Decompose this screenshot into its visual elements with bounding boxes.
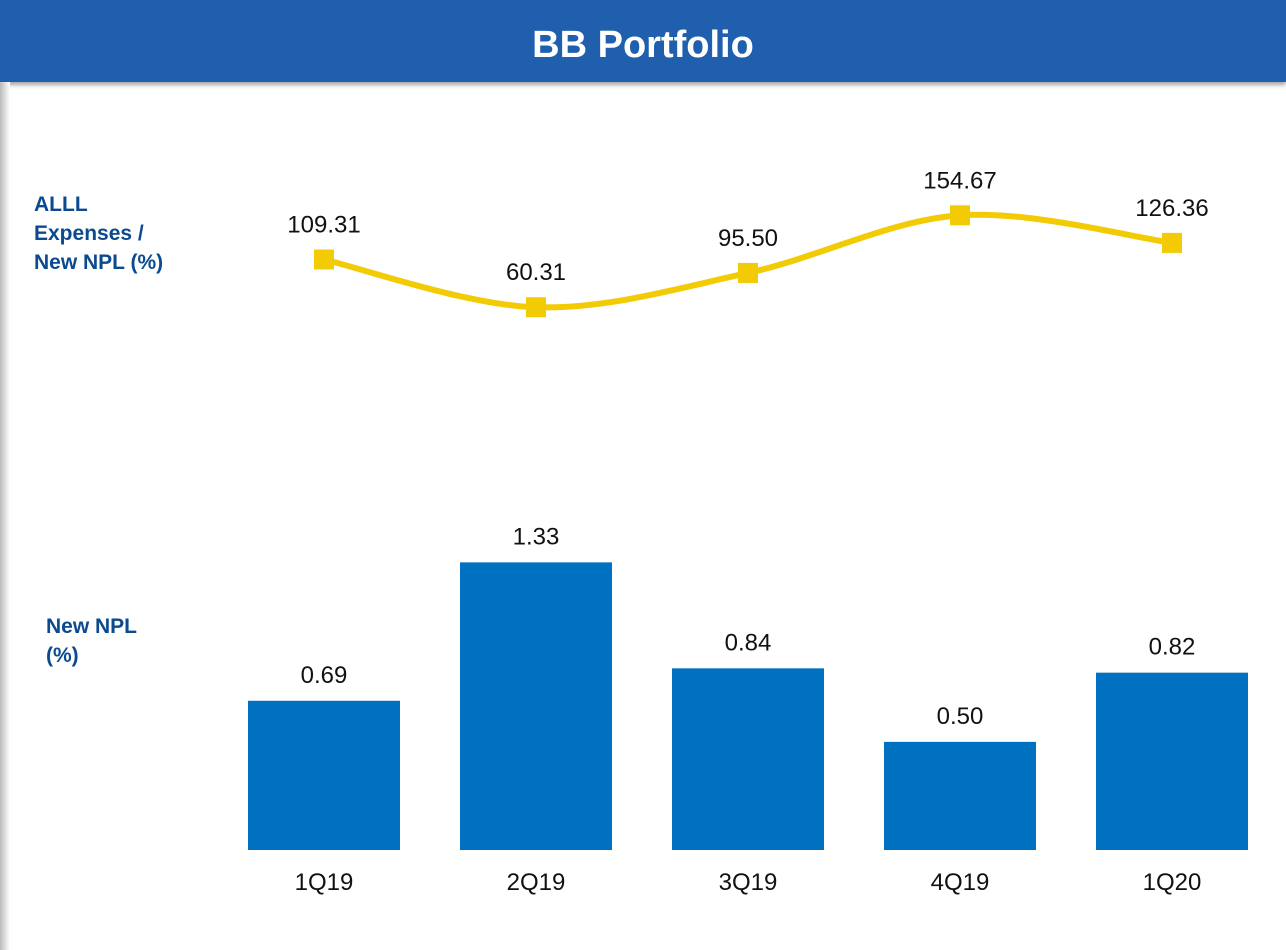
edge-shadow [0,82,10,950]
bar [1096,672,1248,850]
value-label: 0.84 [725,629,772,656]
value-label: 0.50 [937,703,984,730]
value-label: 109.31 [287,211,360,238]
x-tick-label: 3Q19 [719,869,778,896]
value-label: 0.69 [301,662,348,689]
value-label: 0.82 [1149,634,1196,661]
value-label: 154.67 [923,167,996,194]
x-tick-label: 4Q19 [931,869,990,896]
marker [1162,232,1182,253]
value-label: 1.33 [513,523,560,550]
x-tick-label: 2Q19 [507,869,566,896]
value-label: 60.31 [506,259,566,286]
title: BB Portfolio [0,0,1286,82]
line-label: ALLL Expenses / New NPL (%) [34,193,164,274]
bar [460,562,612,850]
bar [884,741,1036,850]
marker [314,249,334,270]
marker [738,262,758,283]
marker [526,297,546,318]
marker [950,205,970,226]
bar [672,668,824,850]
x-tick-label: 1Q19 [295,869,354,896]
bar [248,700,400,850]
bar-label: New NPL (%) [46,615,137,667]
value-label: 95.50 [718,225,778,252]
x-tick-label: 1Q20 [1143,869,1202,896]
value-label: 126.36 [1135,195,1208,222]
